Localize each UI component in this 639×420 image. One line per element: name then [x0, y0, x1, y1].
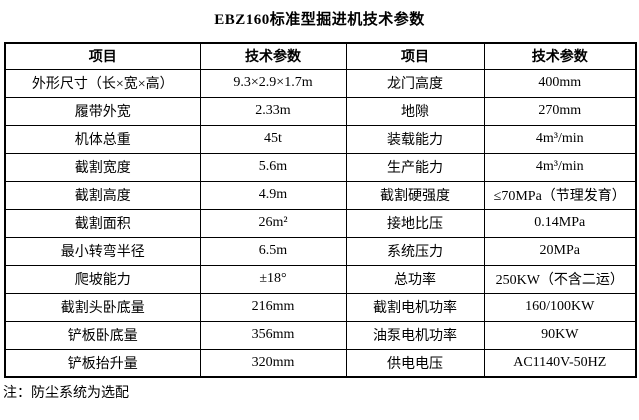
table-cell-item: 截割面积 — [4, 208, 201, 238]
table-row: 铲板卧底量 356mm 油泵电机功率 90KW — [4, 320, 637, 350]
table-cell-value: AC1140V-50HZ — [483, 348, 637, 378]
table-cell-value: 216mm — [199, 292, 347, 322]
table-cell-item: 截割电机功率 — [345, 292, 485, 322]
table-cell-item: 履带外宽 — [4, 96, 201, 126]
table-cell-value: 160/100KW — [483, 292, 637, 322]
table-cell-value: 90KW — [483, 320, 637, 350]
table-cell-value: ±18° — [199, 264, 347, 294]
table-header-cell: 项目 — [345, 42, 485, 70]
table-cell-value: 45t — [199, 124, 347, 154]
table-cell-item: 截割头卧底量 — [4, 292, 201, 322]
table-cell-value: 320mm — [199, 348, 347, 378]
table-row: 截割头卧底量 216mm 截割电机功率 160/100KW — [4, 292, 637, 322]
table-cell-value: 400mm — [483, 68, 637, 98]
table-cell-value: 6.5m — [199, 236, 347, 266]
table-cell-item: 油泵电机功率 — [345, 320, 485, 350]
table-row: 截割宽度 5.6m 生产能力 4m³/min — [4, 152, 637, 182]
table-cell-value: 4.9m — [199, 180, 347, 210]
footnote: 注：防尘系统为选配 — [3, 386, 129, 401]
spec-table-head: 项目 技术参数 项目 技术参数 — [4, 42, 637, 70]
table-cell-item: 接地比压 — [345, 208, 485, 238]
table-cell-item: 总功率 — [345, 264, 485, 294]
table-cell-value: 20MPa — [483, 236, 637, 266]
table-cell-item: 爬坡能力 — [4, 264, 201, 294]
table-row: 机体总重 45t 装载能力 4m³/min — [4, 124, 637, 154]
table-cell-item: 龙门高度 — [345, 68, 485, 98]
table-cell-item: 铲板卧底量 — [4, 320, 201, 350]
table-row: 最小转弯半径 6.5m 系统压力 20MPa — [4, 236, 637, 266]
table-row: 铲板抬升量 320mm 供电电压 AC1140V-50HZ — [4, 348, 637, 378]
spec-table: 项目 技术参数 项目 技术参数 外形尺寸（长×宽×高） 9.3×2.9×1.7m 龙门高度… — [4, 42, 637, 378]
table-cell-item: 最小转弯半径 — [4, 236, 201, 266]
table-cell-item: 截割宽度 — [4, 152, 201, 182]
table-cell-value: 4m³/min — [483, 152, 637, 182]
table-cell-value: 270mm — [483, 96, 637, 126]
table-row: 截割高度 4.9m 截割硬强度 ≤70MPa（节理发育） — [4, 180, 637, 210]
table-cell-item: 系统压力 — [345, 236, 485, 266]
table-header-cell: 技术参数 — [199, 42, 347, 70]
table-cell-value: 9.3×2.9×1.7m — [199, 68, 347, 98]
table-cell-value: 250KW（不含二运） — [483, 264, 637, 294]
table-cell-value: 356mm — [199, 320, 347, 350]
table-cell-value: 0.14MPa — [483, 208, 637, 238]
table-cell-item: 外形尺寸（长×宽×高） — [4, 68, 201, 98]
table-row: 外形尺寸（长×宽×高） 9.3×2.9×1.7m 龙门高度 400mm — [4, 68, 637, 98]
table-header-cell: 技术参数 — [483, 42, 637, 70]
table-cell-item: 截割硬强度 — [345, 180, 485, 210]
table-cell-value: 2.33m — [199, 96, 347, 126]
table-header-cell: 项目 — [4, 42, 201, 70]
table-cell-value: ≤70MPa（节理发育） — [483, 180, 637, 210]
table-row: 履带外宽 2.33m 地隙 270mm — [4, 96, 637, 126]
table-cell-value: 5.6m — [199, 152, 347, 182]
spec-table-body: 外形尺寸（长×宽×高） 9.3×2.9×1.7m 龙门高度 400mm 履带外宽 2.33… — [4, 68, 637, 378]
table-cell-value: 4m³/min — [483, 124, 637, 154]
table-cell-item: 机体总重 — [4, 124, 201, 154]
table-cell-item: 铲板抬升量 — [4, 348, 201, 378]
table-cell-value: 26m² — [199, 208, 347, 238]
table-cell-item: 生产能力 — [345, 152, 485, 182]
table-cell-item: 截割高度 — [4, 180, 201, 210]
table-cell-item: 装载能力 — [345, 124, 485, 154]
table-cell-item: 地隙 — [345, 96, 485, 126]
table-row: 截割面积 26m² 接地比压 0.14MPa — [4, 208, 637, 238]
header-row: 项目 技术参数 项目 技术参数 — [4, 42, 637, 70]
table-row: 爬坡能力 ±18° 总功率 250KW（不含二运） — [4, 264, 637, 294]
table-cell-item: 供电电压 — [345, 348, 485, 378]
page-title: EBZ160标准型掘进机技术参数 — [214, 12, 425, 28]
